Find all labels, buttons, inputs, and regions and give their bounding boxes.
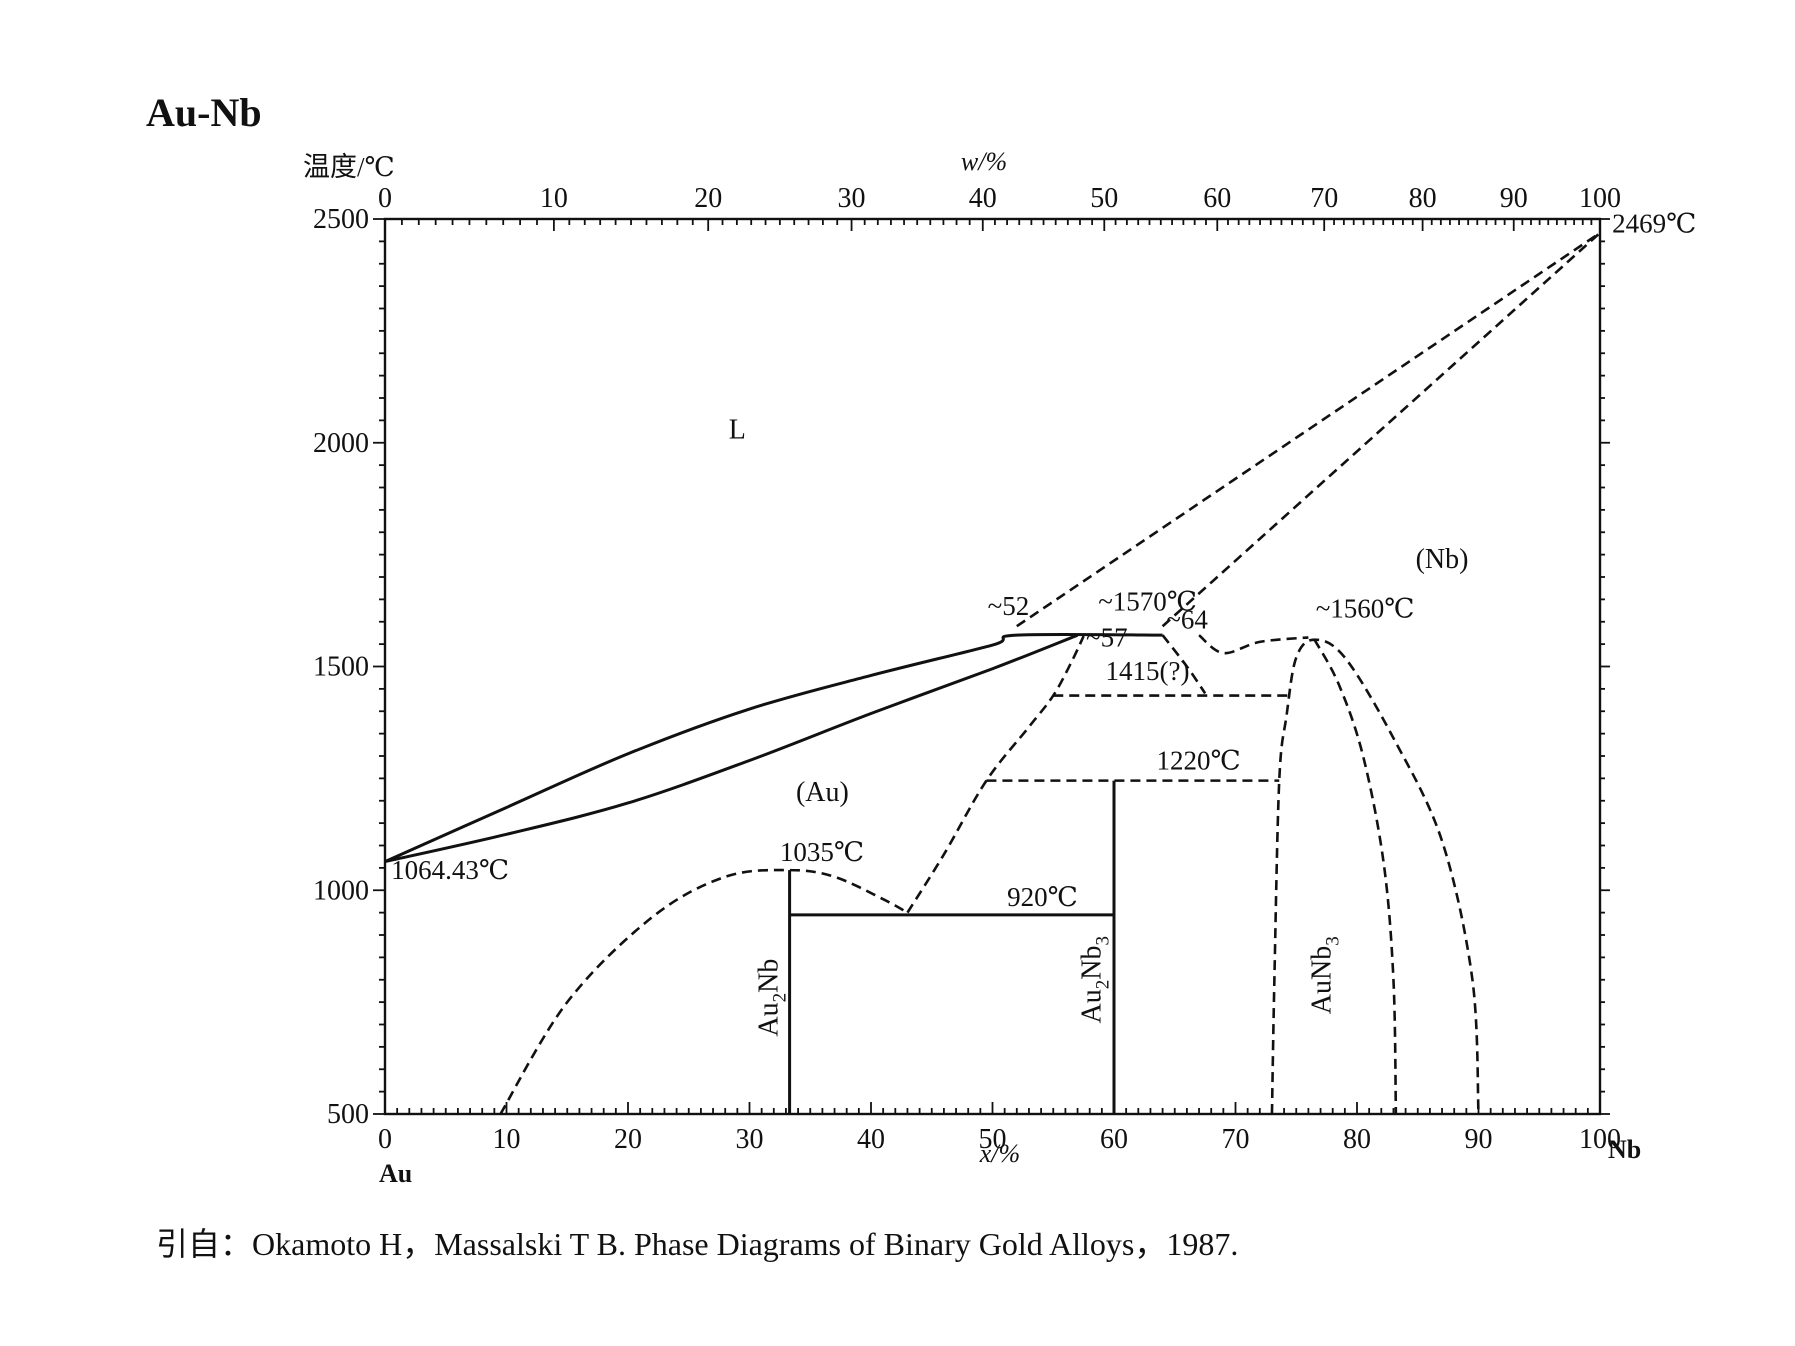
region-label: L	[729, 414, 746, 445]
phase-labels: Au2Nb Au2Nb3 AuNb3	[753, 936, 1343, 1037]
annotation: ~64	[1166, 604, 1208, 634]
x-tick-label: 60	[1100, 1124, 1128, 1155]
x-tick-label: 70	[1222, 1124, 1250, 1155]
y-axis: 500 1000 1500 2000 2500	[313, 204, 1610, 1130]
y-tick-label: 1000	[313, 875, 369, 906]
phase-boundary-7	[1270, 638, 1480, 1115]
top-tick-label: 0	[378, 183, 392, 214]
phase-label: Au2Nb3	[1077, 936, 1114, 1023]
top-tick-label: 100	[1579, 183, 1621, 214]
y-tick-label: 500	[327, 1099, 369, 1130]
x-tick-label: 20	[614, 1124, 642, 1155]
phase-boundary-5	[906, 635, 1085, 914]
x-tick-label: 10	[493, 1124, 521, 1155]
plot-frame	[383, 217, 1602, 1116]
top-tick-label: 70	[1310, 183, 1338, 214]
y-axis-label: 温度/℃	[303, 152, 395, 182]
phase-boundary-0	[384, 632, 1163, 863]
annotation: 1415(?)	[1105, 656, 1189, 686]
annotation: 920℃	[1007, 882, 1078, 912]
annotation: 1035℃	[780, 837, 864, 867]
x-tick-label: 40	[857, 1124, 885, 1155]
top-axis: 0 10 20 30 40 50 60 70 80 90 100	[378, 183, 1621, 231]
source-citation: 引自：Okamoto H，Massalski T B. Phase Diagra…	[156, 1226, 1238, 1262]
annotation: ~1570℃	[1098, 587, 1197, 617]
phase-boundary-2	[1016, 231, 1601, 628]
top-axis-label: w/%	[961, 147, 1007, 176]
phase-label: Au2Nb	[753, 959, 790, 1037]
top-tick-label: 10	[540, 183, 568, 214]
region-label: (Au)	[796, 777, 849, 808]
annotation: ~1560℃	[1316, 593, 1415, 623]
bottom-axis-label: x/%	[979, 1139, 1020, 1168]
top-tick-label: 40	[969, 183, 997, 214]
top-tick-label: 60	[1203, 183, 1231, 214]
y-tick-label: 2000	[313, 428, 369, 459]
annotations: 1064.43℃ ~52 ~1570℃ ~57 ~64 ~1560℃ 1415(?) 1220…	[391, 208, 1696, 911]
x-tick-label: 0	[378, 1124, 392, 1155]
top-tick-label: 30	[838, 183, 866, 214]
figure-title: Au-Nb	[146, 90, 262, 135]
left-element-label: Au	[379, 1159, 412, 1188]
y-tick-label: 1500	[313, 652, 369, 683]
phase-boundary-1	[384, 633, 1079, 864]
top-tick-label: 20	[694, 183, 722, 214]
top-tick-label: 80	[1409, 183, 1437, 214]
x-tick-label: 90	[1465, 1124, 1493, 1155]
x-tick-label: 50	[979, 1124, 1007, 1155]
phase-boundaries	[384, 231, 1601, 1115]
annotation: 1220℃	[1157, 745, 1241, 775]
x-tick-label: 80	[1343, 1124, 1371, 1155]
top-tick-label: 90	[1500, 183, 1528, 214]
phase-label: AuNb3	[1306, 936, 1343, 1014]
x-tick-label: 100	[1579, 1124, 1621, 1155]
bottom-axis: 0 10 20 30 40 50 60 70 80 90 100	[378, 1102, 1621, 1155]
phase-boundary-4	[499, 868, 909, 1115]
annotation: ~52	[988, 591, 1030, 621]
region-labels: L (Au) (Nb)	[729, 414, 1469, 807]
right-element-label: Nb	[1608, 1135, 1641, 1164]
phase-boundary-8	[1313, 639, 1398, 1115]
region-label: (Nb)	[1416, 544, 1469, 575]
phase-boundary-6	[1161, 634, 1207, 695]
annotation: 1064.43℃	[391, 855, 509, 885]
y-tick-label: 2500	[313, 204, 369, 235]
top-tick-label: 50	[1090, 183, 1118, 214]
phase-boundary-9	[1198, 634, 1309, 655]
annotation: 2469℃	[1612, 208, 1696, 238]
annotation: ~57	[1086, 622, 1128, 652]
x-tick-label: 30	[736, 1124, 764, 1155]
phase-boundary-3	[1161, 231, 1601, 628]
